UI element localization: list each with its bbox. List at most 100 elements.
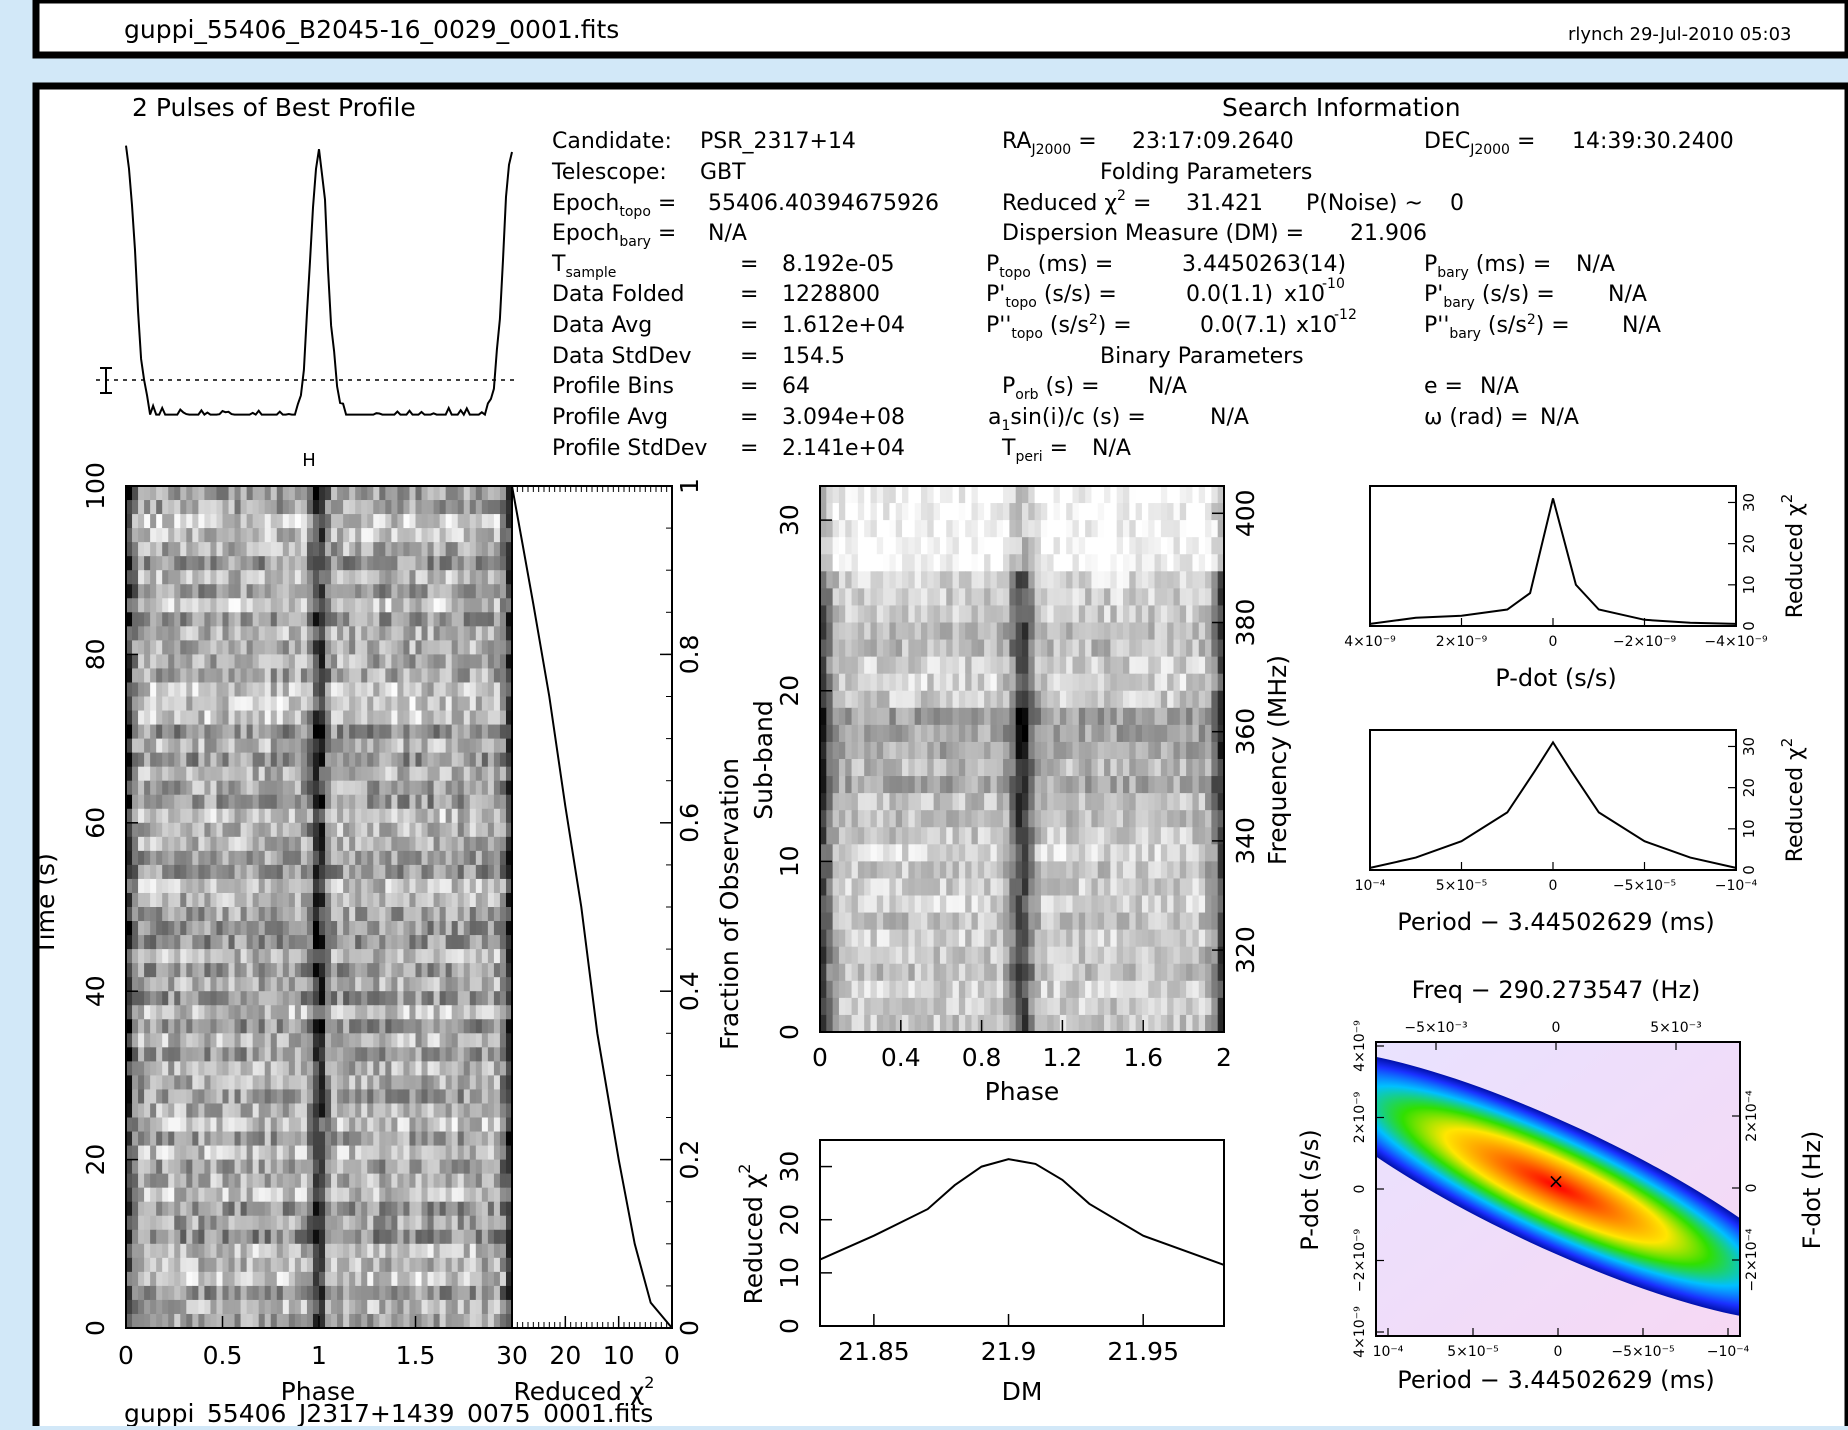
tp-cell xyxy=(229,486,236,501)
tp-cell xyxy=(385,1047,392,1062)
tp-cell xyxy=(428,1146,435,1161)
sb-cell xyxy=(1041,571,1048,589)
tp-cell xyxy=(265,556,272,571)
tp-cell xyxy=(289,1005,296,1020)
tp-cell xyxy=(216,1188,223,1203)
tp-cell xyxy=(253,542,260,557)
tp-cell xyxy=(192,542,199,557)
tp-cell xyxy=(494,1033,501,1048)
tp-cell xyxy=(235,514,242,529)
tp-cell xyxy=(186,907,193,922)
tp-cell xyxy=(337,1047,344,1062)
sb-cell xyxy=(1161,640,1168,658)
tp-cell xyxy=(361,486,368,501)
tp-cell xyxy=(247,640,254,655)
tp-cell xyxy=(307,1174,314,1189)
tp-cell xyxy=(247,1047,254,1062)
tp-cell xyxy=(331,1258,338,1273)
tp-cell xyxy=(150,598,157,613)
tp-cell xyxy=(391,935,398,950)
tp-cell xyxy=(247,1300,254,1315)
tp-cell xyxy=(138,697,145,712)
sb-cell xyxy=(1028,657,1035,675)
tp-cell xyxy=(150,1202,157,1217)
tp-cell xyxy=(349,1202,356,1217)
tp-cell xyxy=(132,1103,139,1118)
sb-cell xyxy=(1167,640,1174,658)
tp-cell xyxy=(488,823,495,838)
tp-cell xyxy=(271,837,278,852)
tp-cell xyxy=(373,1258,380,1273)
tp-cell xyxy=(162,1033,169,1048)
tp-cell xyxy=(144,795,151,810)
sb-cell xyxy=(1205,605,1212,623)
tp-cell xyxy=(156,1272,163,1287)
sb-cell xyxy=(826,623,833,641)
tp-cell xyxy=(265,1019,272,1034)
sb-cell xyxy=(908,691,915,709)
tp-cell xyxy=(216,935,223,950)
sb-cell xyxy=(864,623,871,641)
tp-cell xyxy=(186,626,193,641)
tp-cell xyxy=(210,739,217,754)
tp-cell xyxy=(247,1118,254,1133)
tp-cell xyxy=(452,795,459,810)
tp-cell xyxy=(416,1258,423,1273)
tp-cell xyxy=(295,907,302,922)
tp-cell xyxy=(192,963,199,978)
tp-cell xyxy=(247,1019,254,1034)
sb-cell xyxy=(997,520,1004,538)
tp-cell xyxy=(271,584,278,599)
tp-cell xyxy=(355,1075,362,1090)
tp-cell xyxy=(283,781,290,796)
tp-cell xyxy=(470,949,477,964)
tp-cell xyxy=(397,514,404,529)
tp-cell xyxy=(180,1300,187,1315)
tp-cell xyxy=(150,640,157,655)
tp-cell xyxy=(277,1300,284,1315)
sb-cell xyxy=(902,657,909,675)
tp-cell xyxy=(446,500,453,515)
tp-cell xyxy=(488,851,495,866)
sb-cell xyxy=(1085,674,1092,692)
sb-cell xyxy=(826,571,833,589)
tp-cell xyxy=(373,697,380,712)
tp-cell xyxy=(265,1047,272,1062)
tp-cell xyxy=(247,500,254,515)
tp-cell xyxy=(391,1314,398,1329)
sb-cell xyxy=(1199,571,1206,589)
tp-cell xyxy=(464,809,471,824)
tp-cell xyxy=(150,795,157,810)
sb-cell xyxy=(908,588,915,606)
sb-cell xyxy=(1028,623,1035,641)
sb-cell xyxy=(1104,708,1111,726)
search-title: Search Information xyxy=(1222,93,1461,122)
tp-cell xyxy=(271,1314,278,1329)
tp-cell xyxy=(192,500,199,515)
tp-cell xyxy=(373,767,380,782)
tp-cell xyxy=(385,640,392,655)
sb-cell xyxy=(1123,588,1130,606)
tp-cell xyxy=(289,739,296,754)
tp-cell xyxy=(385,668,392,683)
tp-cell xyxy=(192,1160,199,1175)
tp-cell xyxy=(313,528,320,543)
tp-cell xyxy=(241,1202,248,1217)
tp-cell xyxy=(367,781,374,796)
tp-cell xyxy=(271,809,278,824)
tp-cell xyxy=(132,767,139,782)
tp-cell xyxy=(241,725,248,740)
sb-cell xyxy=(1085,571,1092,589)
tp-cell xyxy=(367,1033,374,1048)
tp-cell xyxy=(428,1272,435,1287)
tp-cell xyxy=(132,570,139,585)
tp-cell xyxy=(271,1160,278,1175)
tp-cell xyxy=(168,935,175,950)
tp-cell xyxy=(174,486,181,501)
tp-cell xyxy=(325,851,332,866)
tp-cell xyxy=(313,767,320,782)
sb-cell xyxy=(1155,554,1162,572)
tp-cell xyxy=(349,556,356,571)
tp-cell xyxy=(235,935,242,950)
tp-cell xyxy=(259,682,266,697)
